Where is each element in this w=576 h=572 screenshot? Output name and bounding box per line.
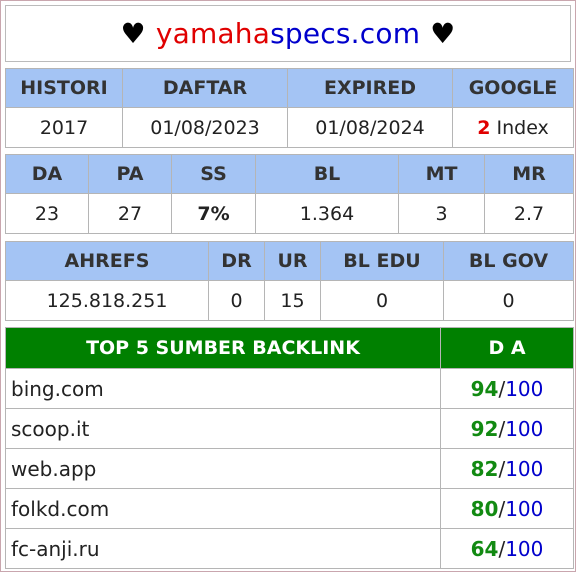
header-expired: EXPIRED	[287, 68, 453, 108]
header-pa: PA	[88, 154, 172, 194]
backlink-da: 94/100	[440, 368, 574, 409]
header-google: GOOGLE	[452, 68, 574, 108]
header-mt: MT	[398, 154, 485, 194]
top-backlinks-table: TOP 5 SUMBER BACKLINK D A bing.com 94/100…	[5, 327, 574, 569]
bl-gov-value: 0	[443, 280, 574, 321]
backlink-row: fc-anji.ru 64/100	[5, 528, 574, 569]
backlink-da-separator: /	[498, 416, 506, 441]
header-ur: UR	[264, 241, 321, 281]
domain-name: yamahaspecs.com	[156, 17, 420, 50]
ahrefs-table: AHREFS DR UR BL EDU BL GOV 125.818.251 0…	[5, 241, 574, 321]
backlink-da-max: 100	[505, 496, 544, 521]
header-mr: MR	[484, 154, 574, 194]
domain-part-yamaha: yamaha	[155, 17, 271, 50]
metrics-table: DA PA SS BL MT MR 23 27 7% 1.364 3 2.7	[5, 154, 574, 234]
backlink-site: fc-anji.ru	[5, 528, 441, 569]
backlink-site: bing.com	[5, 368, 441, 409]
backlink-da-separator: /	[498, 376, 506, 401]
header-backlink-da: D A	[440, 327, 574, 369]
google-index-value: 2 Index	[452, 107, 574, 148]
backlink-da-separator: /	[498, 456, 506, 481]
mt-value: 3	[398, 193, 485, 234]
backlink-da: 82/100	[440, 448, 574, 489]
google-index-count: 2	[477, 116, 491, 139]
header-bl-gov: BL GOV	[443, 241, 574, 281]
backlink-da-value: 82	[470, 456, 499, 481]
backlink-da-value: 80	[470, 496, 499, 521]
bl-value: 1.364	[255, 193, 399, 234]
site-title: ♥ yamahaspecs.com ♥	[5, 5, 571, 62]
domain-part-specs: specs.com	[270, 17, 421, 50]
pa-value: 27	[88, 193, 172, 234]
backlink-da: 92/100	[440, 408, 574, 449]
header-bl: BL	[255, 154, 399, 194]
backlink-da-separator: /	[498, 536, 506, 561]
backlink-da: 80/100	[440, 488, 574, 529]
backlink-da-value: 64	[470, 536, 499, 561]
domain-history-table: HISTORI DAFTAR EXPIRED GOOGLE 2017 01/08…	[5, 68, 574, 148]
backlink-site: scoop.it	[5, 408, 441, 449]
backlink-site: web.app	[5, 448, 441, 489]
da-value: 23	[5, 193, 89, 234]
header-dr: DR	[208, 241, 265, 281]
backlink-da-max: 100	[505, 456, 544, 481]
backlink-da-max: 100	[505, 376, 544, 401]
backlink-row: web.app 82/100	[5, 448, 574, 489]
backlink-da-value: 94	[470, 376, 499, 401]
ss-value: 7%	[171, 193, 256, 234]
bl-edu-value: 0	[320, 280, 444, 321]
backlink-da: 64/100	[440, 528, 574, 569]
mr-value: 2.7	[484, 193, 574, 234]
daftar-value: 01/08/2023	[122, 107, 288, 148]
backlink-site: folkd.com	[5, 488, 441, 529]
backlink-row: folkd.com 80/100	[5, 488, 574, 529]
backlink-da-value: 92	[470, 416, 499, 441]
header-bl-edu: BL EDU	[320, 241, 444, 281]
header-daftar: DAFTAR	[122, 68, 288, 108]
histori-value: 2017	[5, 107, 123, 148]
backlink-da-max: 100	[505, 416, 544, 441]
ur-value: 15	[264, 280, 321, 321]
ahrefs-value: 125.818.251	[5, 280, 209, 321]
header-ss: SS	[171, 154, 256, 194]
backlink-da-max: 100	[505, 536, 544, 561]
expired-value: 01/08/2024	[287, 107, 453, 148]
header-ahrefs: AHREFS	[5, 241, 209, 281]
heart-icon: ♥	[430, 17, 456, 50]
header-histori: HISTORI	[5, 68, 123, 108]
header-da: DA	[5, 154, 89, 194]
google-index-label: Index	[496, 116, 549, 139]
backlink-row: scoop.it 92/100	[5, 408, 574, 449]
dr-value: 0	[208, 280, 265, 321]
backlink-da-separator: /	[498, 496, 506, 521]
header-top-sources: TOP 5 SUMBER BACKLINK	[5, 327, 441, 369]
backlink-row: bing.com 94/100	[5, 368, 574, 409]
heart-icon: ♥	[120, 17, 146, 50]
